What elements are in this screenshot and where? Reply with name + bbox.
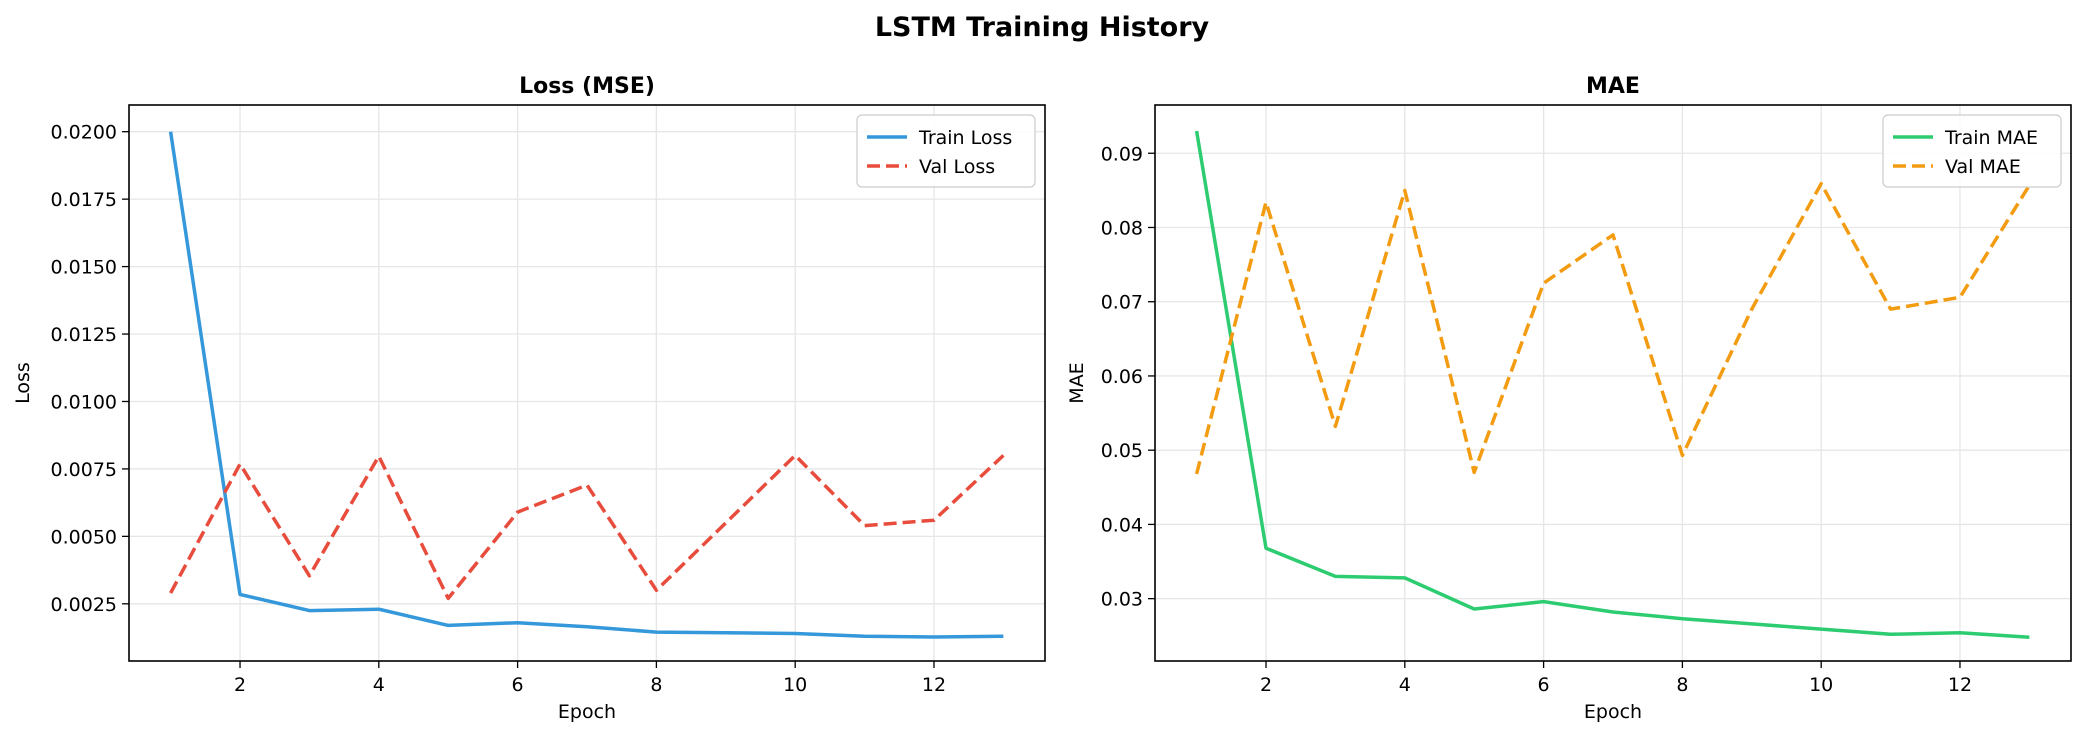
x-tick-label: 6 [1538, 674, 1550, 696]
y-tick-label: 0.04 [1101, 514, 1143, 536]
y-axis-label: MAE [1066, 362, 1088, 403]
x-tick-label: 6 [512, 674, 524, 696]
subplot-title: Loss (MSE) [519, 74, 655, 99]
series-line-train-loss [168, 131, 1004, 639]
legend-frame [856, 114, 1036, 188]
x-axis-label: Epoch [558, 701, 616, 723]
x-tick-label: 4 [373, 674, 385, 696]
subplot-loss: 2 4 6 8 10 12 0.0025 0.0050 0.0075 0.0100 0.0125 0.… [12, 74, 1046, 723]
x-tick-label: 10 [783, 674, 807, 696]
y-tick-label: 0.0025 [51, 594, 117, 616]
legend-label: Train MAE [1944, 127, 2038, 149]
y-tick-label: 0.05 [1101, 440, 1143, 462]
x-tick-label: 4 [1399, 674, 1411, 696]
legend-label: Val MAE [1945, 156, 2021, 178]
x-tick-label: 8 [650, 674, 662, 696]
y-tick-label: 0.06 [1101, 366, 1143, 388]
y-tick-label: 0.0125 [51, 324, 117, 346]
series-line-val-loss [169, 453, 1005, 601]
y-tick-label: 0.0175 [51, 189, 117, 211]
y-tick-label: 0.0075 [51, 459, 117, 481]
legend-label: Val Loss [919, 156, 995, 178]
x-tick-label: 8 [1676, 674, 1688, 696]
y-tick-label: 0.07 [1101, 292, 1143, 314]
x-axis-label: Epoch [1584, 701, 1642, 723]
legend: Train MAE Val MAE [1882, 114, 2062, 188]
series-line-train-mae [1194, 130, 2030, 639]
x-tick-label: 12 [1948, 674, 1972, 696]
x-tick-label: 2 [1260, 674, 1272, 696]
figure-title: LSTM Training History [875, 12, 1210, 43]
legend: Train Loss Val Loss [856, 114, 1036, 188]
x-tick-label: 2 [234, 674, 246, 696]
x-tick-label: 12 [922, 674, 946, 696]
axes-frame [128, 104, 1046, 662]
legend-label: Train Loss [918, 127, 1012, 149]
series-line-val-mae [1194, 181, 2031, 475]
y-tick-label: 0.03 [1101, 589, 1143, 611]
y-tick-label: 0.0200 [51, 122, 117, 144]
y-tick-label: 0.0150 [51, 257, 117, 279]
legend-frame [1882, 114, 2062, 188]
subplot-title: MAE [1586, 74, 1640, 99]
y-tick-label: 0.0100 [51, 391, 117, 413]
subplot-mae: 2 4 6 8 10 12 0.03 0.04 0.05 0.06 0.07 0.08 0.09 MAE E… [1066, 74, 2072, 723]
y-tick-label: 0.0050 [51, 526, 117, 548]
y-tick-label: 0.08 [1101, 217, 1143, 239]
y-tick-label: 0.09 [1101, 143, 1143, 165]
y-axis-label: Loss [12, 362, 34, 404]
axes-frame [1154, 104, 2072, 662]
x-tick-label: 10 [1809, 674, 1833, 696]
